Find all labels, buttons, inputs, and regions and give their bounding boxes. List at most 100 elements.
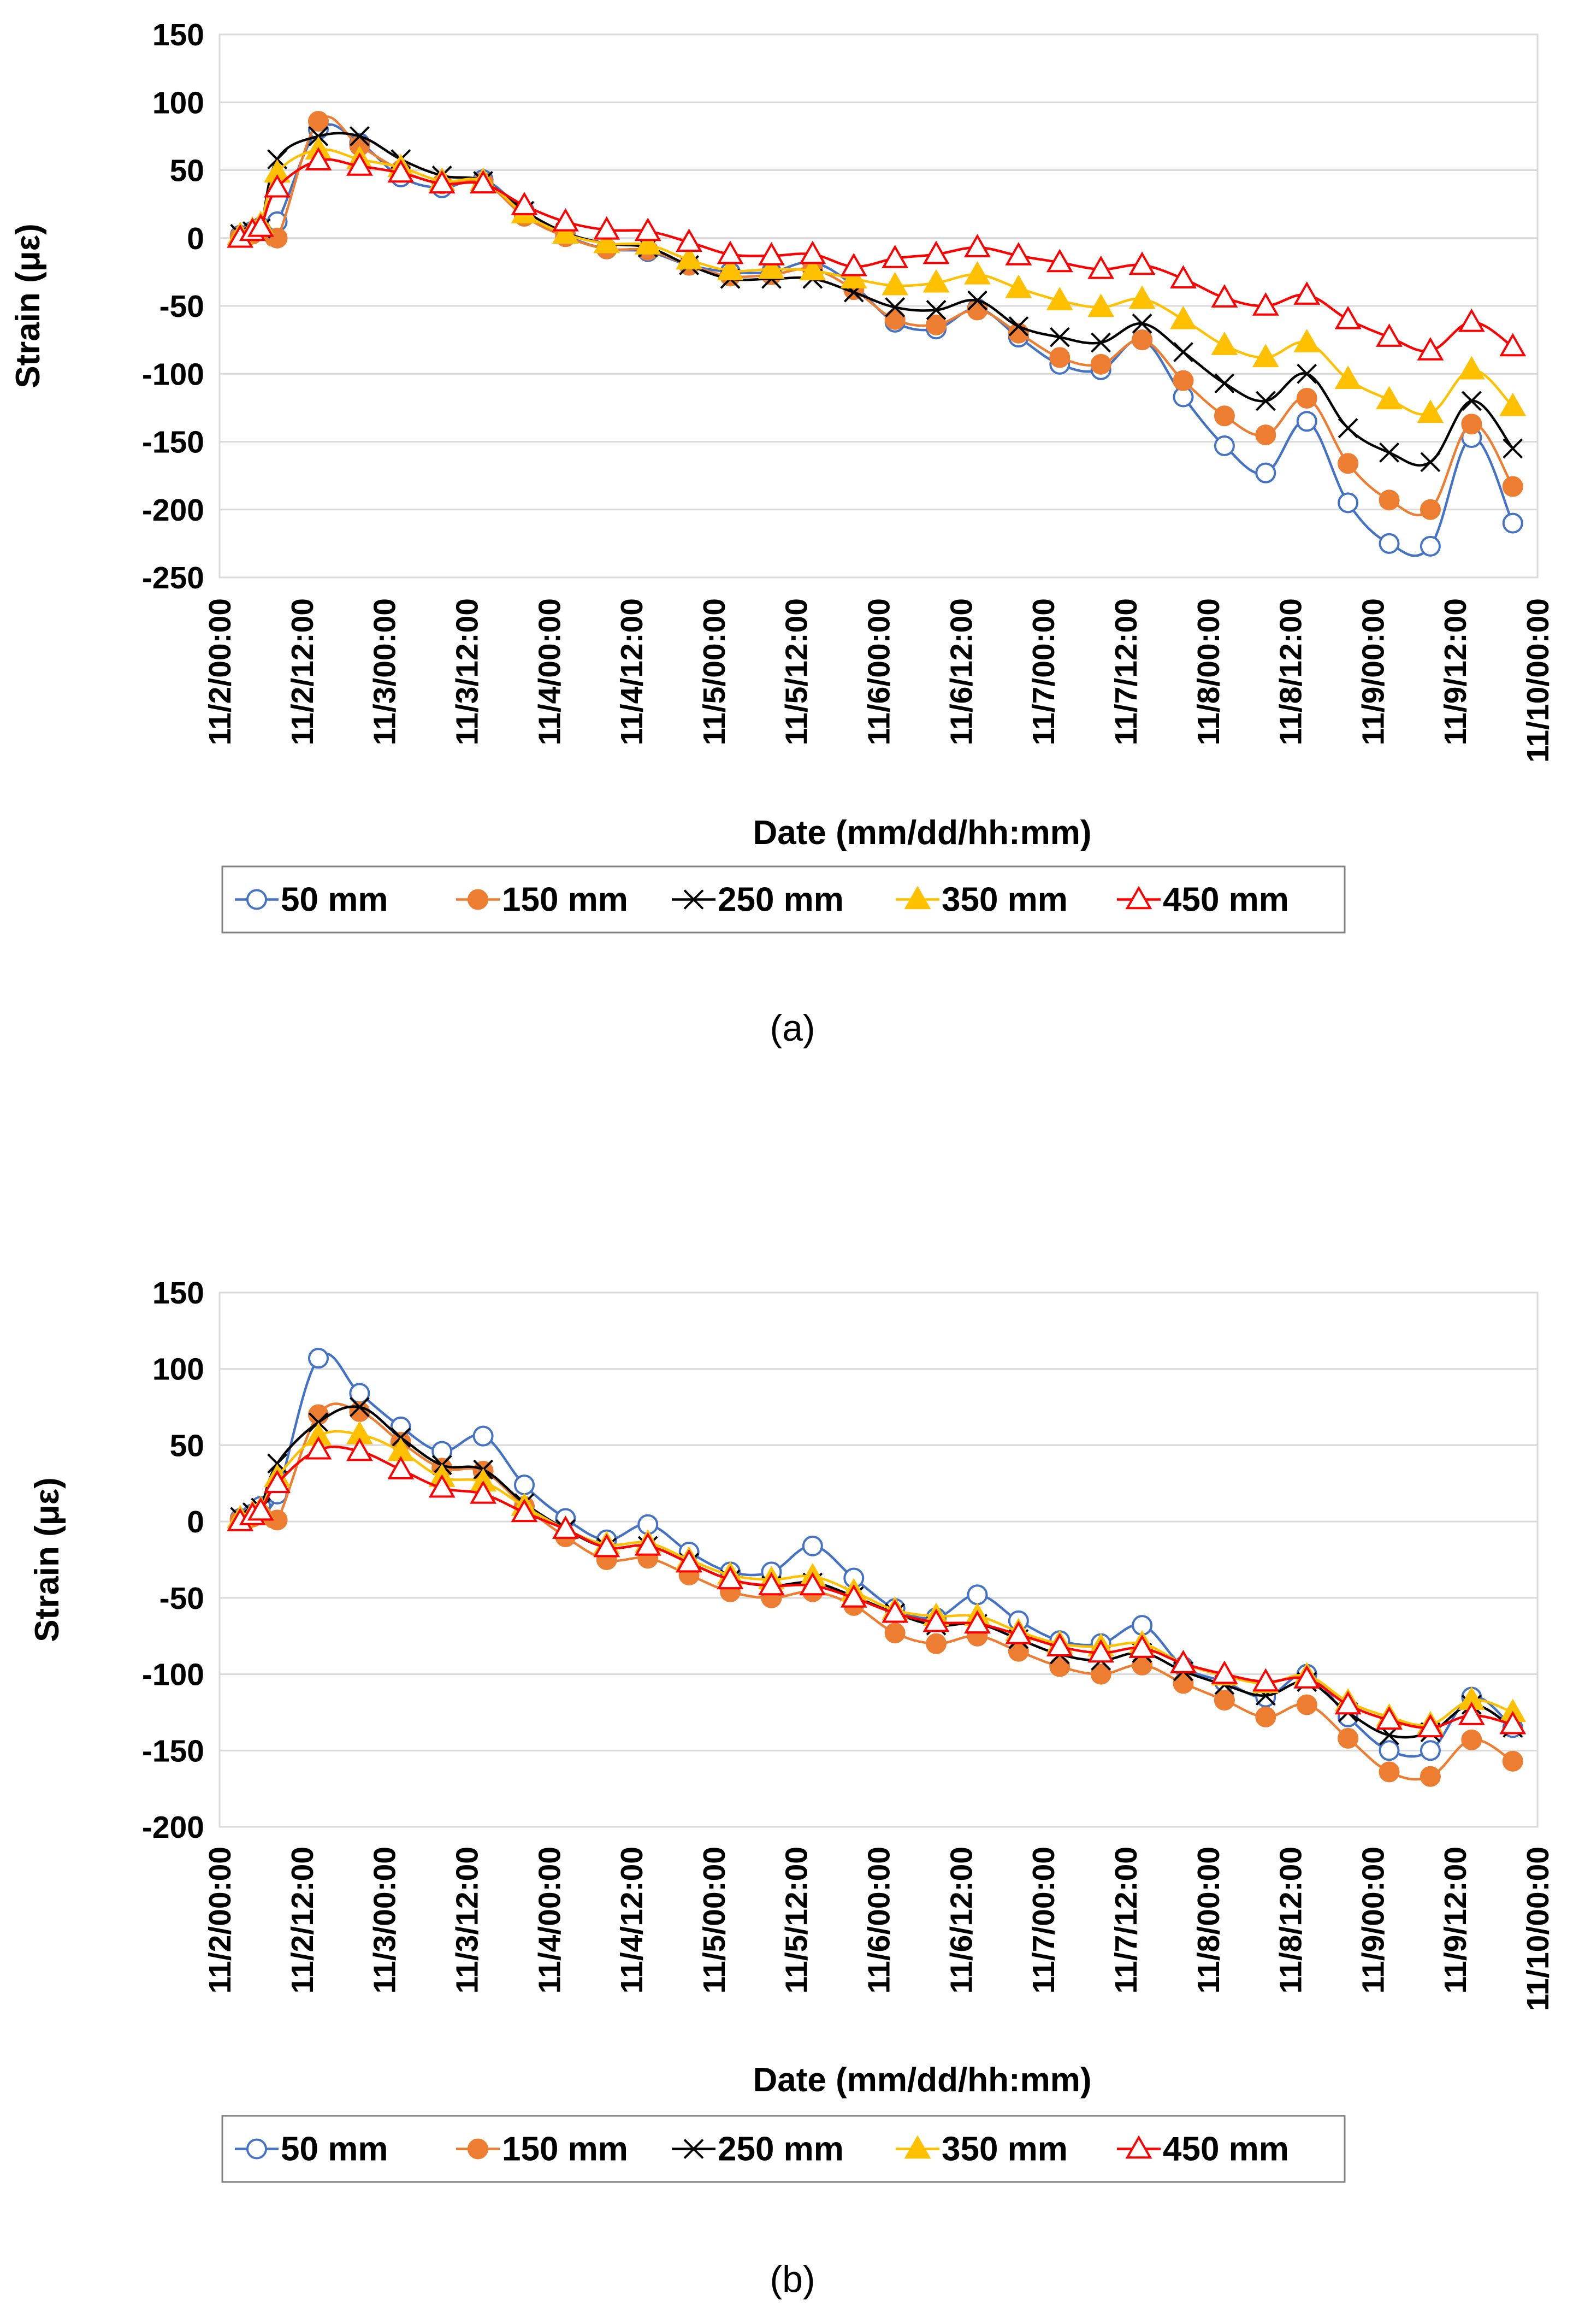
legend-entry: 150 mm [456,881,628,919]
data-point [308,1412,329,1432]
series-450-mm [227,1436,1527,1738]
data-point [758,242,785,266]
data-point [1214,435,1235,456]
data-point [1417,399,1444,423]
legend-marker [246,2138,267,2160]
data-point [264,1470,291,1494]
data-point [349,1397,370,1417]
data-point [1214,373,1235,394]
data-point [1128,251,1156,275]
y-axis-title: Strain (με) [9,223,47,388]
x-tick-label: 11/3/00:00 [368,598,403,745]
data-point [1128,1635,1156,1658]
legend-label: 450 mm [1163,881,1289,919]
y-tick-label: -250 [142,561,204,595]
data-point [1087,293,1115,317]
y-tick-label: -50 [159,1581,204,1616]
data-point [307,111,329,132]
y-tick-label: -100 [142,1658,204,1692]
data-point [552,220,579,244]
data-point [1173,1673,1194,1694]
data-point [428,1474,456,1498]
data-point [885,297,906,317]
data-point [964,261,991,285]
data-point [1091,332,1111,353]
x-tick-label: 11/7/00:00 [1026,598,1061,745]
data-point [307,1348,329,1369]
data-point [1293,1665,1321,1689]
data-point [758,255,785,279]
data-point [717,240,744,264]
data-point [593,216,620,240]
data-point [1420,452,1441,473]
data-point [1170,1649,1197,1673]
series-150-mm [229,1401,1523,1787]
data-point [1005,1620,1032,1644]
x-tick-label: 11/7/00:00 [1026,1847,1061,1993]
legend-entry: 450 mm [1117,881,1289,919]
data-point [1499,333,1527,357]
data-point [593,1533,620,1558]
data-point [1338,453,1359,474]
data-point [758,1572,785,1596]
y-tick-label: -150 [142,1733,204,1768]
series-350-mm [227,1420,1527,1735]
data-point [1005,274,1032,298]
y-axis-title: Strain (με) [28,1477,66,1642]
data-point [1252,1668,1279,1692]
data-point [305,1436,332,1460]
data-point [1132,1654,1153,1676]
panel-label: (b) [770,2258,815,2300]
data-point [1214,1690,1235,1711]
x-tick-label: 11/8/12:00 [1274,598,1309,745]
data-point [1376,386,1403,410]
data-point [634,217,661,241]
data-point [1090,1664,1111,1685]
y-tick-label: 50 [170,154,204,188]
data-point [1293,329,1321,352]
y-tick-label: 150 [152,1276,204,1311]
data-point [922,1608,950,1632]
data-point [964,234,991,257]
data-point [1214,405,1235,427]
data-point [1502,512,1523,534]
x-tick-label: 11/6/12:00 [944,598,979,745]
x-tick-label: 11/4/00:00 [532,1847,567,1993]
legend-entry: 250 mm [672,2131,844,2168]
x-tick-label: 11/4/00:00 [532,598,567,745]
y-tick-label: -150 [142,425,204,460]
x-tick-label: 11/10/00:00 [1521,1847,1556,2011]
data-point [1211,284,1238,308]
legend-marker [683,889,704,910]
data-point [349,126,370,146]
data-point [511,192,538,215]
data-point [1420,1766,1441,1787]
data-point [884,309,906,330]
data-point [882,272,909,296]
data-point [1173,342,1193,362]
data-point [470,170,497,194]
data-point [346,152,373,176]
y-tick-label: 100 [152,1352,204,1387]
data-point [346,1437,373,1461]
legend-entry: 350 mm [896,881,1068,919]
data-point [634,1532,661,1556]
data-point [472,1425,494,1447]
x-tick-label: 11/4/12:00 [614,598,649,745]
data-point [1170,265,1197,289]
x-tick-label: 11/5/12:00 [779,1847,814,1993]
x-tick-label: 11/9/00:00 [1356,1847,1391,1993]
data-point [922,240,950,264]
data-point [552,208,579,232]
data-point [967,290,987,311]
x-tick-label: 11/10/00:00 [1521,598,1556,763]
data-point [1255,391,1276,411]
series-50-mm [229,1348,1523,1761]
data-point [1499,1710,1527,1735]
data-point [926,1633,947,1654]
legend-label: 250 mm [718,881,844,919]
data-point [1379,442,1399,463]
data-point [1503,438,1523,459]
data-point [1211,1660,1238,1684]
